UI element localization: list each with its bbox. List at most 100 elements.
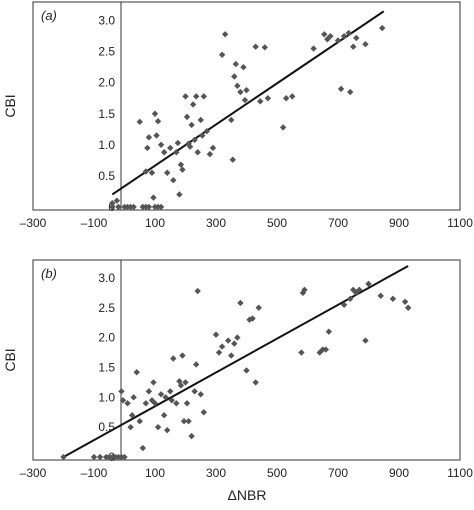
panel-a-data-point [350,43,357,50]
panel-a-data-point [218,51,226,58]
panel-b-y-tick-label: 2.0 [98,331,115,345]
panel-b-data-point [183,400,191,407]
panel-b-y-axis-title: CBI [2,348,18,371]
panel-b-label: (b) [41,266,57,281]
panel-a-data-point [186,143,194,150]
panel-b-data-point [179,352,186,359]
panel-b-data-point [130,394,137,401]
panel-b-data-point [121,453,128,461]
panel-a-data-point [240,63,247,71]
panel-b-data-point [197,391,204,398]
panel-a-data-point [231,73,238,80]
panel-a: –300–100100300500700900110000.51.01.52.0… [2,1,473,230]
panel-b-data-point [145,388,153,395]
panel-a-data-point [109,203,116,211]
panel-a-data-point [252,43,259,50]
panel-b-y-tick-label: 3.0 [98,271,115,285]
panel-b-data-point [340,301,348,308]
panel-b-data-point [150,379,157,386]
panel-b-data-point [365,280,372,288]
panel-b-data-point [200,409,207,416]
panel-a-data-point [153,132,160,139]
panel-a-data-point [113,197,121,204]
panel-a-data-point [229,156,236,163]
panel-a-data-point [154,118,162,125]
panel-a-data-point [345,29,352,37]
panel-b-data-point [298,349,305,356]
panel-b-data-point [142,400,150,407]
panel-b-data-point [96,453,104,461]
panel-b-data-point [255,304,262,311]
panel-b-data-point [325,328,333,335]
panel-b-data-point [188,432,195,440]
panel-b-data-point [168,397,175,404]
panel-a-data-point [310,45,317,52]
panel-b-x-tick-label: –100 [81,466,108,480]
panel-a-data-point [115,203,122,211]
panel-a-data-point [191,136,198,144]
panel-b-data-point [160,412,168,419]
panel-a-data-point [362,41,369,48]
panel-a-data-point [261,44,268,51]
panel-a-data-point [282,95,290,102]
panel-b-data-point [212,331,220,338]
panel-a-plot-frame [32,1,461,211]
panel-b-data-point [191,388,198,395]
panel-a-data-point [203,127,211,135]
panel-b-data-point [154,423,162,431]
panel-a-data-point [189,101,197,108]
panel-a-data-point [182,93,189,100]
panel-a-x-tick-label: –100 [81,216,108,230]
panel-b-data-point [362,337,369,344]
panel-a-data-point [327,32,334,40]
panel-b-y-tick-label: 1.0 [98,390,115,404]
panel-b-data-point [404,304,412,311]
panel-a-data-point [209,144,217,152]
panel-a-data-point [340,32,348,40]
panel-b-data-point [234,334,241,341]
panel-a-data-point [194,149,201,156]
panel-b-data-point [162,394,169,401]
panel-a-y-tick-label: 2.0 [98,76,115,90]
panel-a-data-point [334,37,342,44]
panel-a-data-point [174,139,182,147]
panel-b-data-point [249,315,256,322]
panel-b-data-point [185,417,192,425]
panel-b-data-point [237,299,244,307]
panel-a-y-tick-label: 2.5 [98,45,115,59]
panel-b-data-point [301,286,308,294]
panel-b-data-point [136,417,143,425]
panel-a-label: (a) [41,8,57,23]
panel-b-data-point [356,286,363,294]
panel-a-data-point [337,85,345,93]
panel-b-x-tick-label: 1100 [447,466,473,480]
panel-a-data-point [379,24,386,32]
panel-b-data-point [231,340,238,347]
panel-b: –300–100100300500700900110000.51.01.52.0… [2,259,473,480]
panel-a-data-point [148,169,156,176]
panel-a-x-tick-label: –300 [20,216,47,230]
panel-a-regression-line [111,10,385,196]
panel-a-data-point [206,150,214,158]
panel-a-data-point [221,31,229,38]
panel-b-data-point [173,400,180,407]
panel-a-data-point [183,113,191,121]
panel-a-data-point [321,31,328,38]
x-axis-title: ΔNBR [228,487,267,503]
panel-b-data-point [243,367,250,374]
panel-a-y-tick-label: 3.0 [98,14,115,28]
panel-b-data-point [170,355,177,362]
panel-a-x-tick-label: 500 [267,216,287,230]
panel-a-data-point [241,96,249,104]
panel-b-data-point [164,426,171,434]
panel-a-data-point [144,144,151,152]
panel-a-x-tick-label: 700 [328,216,348,230]
panel-b-plot-frame [32,259,461,461]
panel-b-data-point [389,295,397,303]
panel-a-data-point [167,144,174,152]
panel-a-data-point [142,168,150,175]
panel-a-data-point [109,199,116,207]
panel-a-data-point [200,93,207,100]
panel-b-y-tick-label: 1.5 [98,360,115,374]
panel-b-data-point [127,423,134,431]
